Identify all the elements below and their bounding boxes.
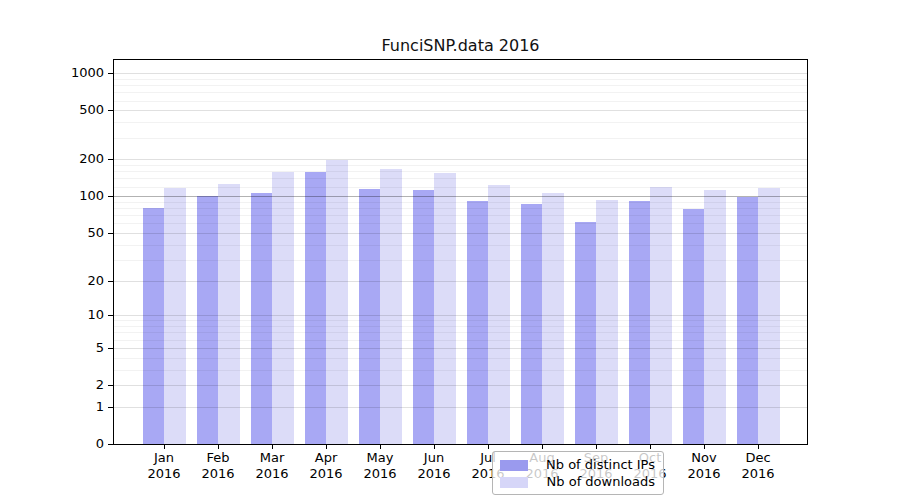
bar-distinct-ips-sep [575, 222, 597, 444]
gridline [114, 110, 807, 111]
bar-distinct-ips-aug [521, 204, 543, 444]
x-tick-label-year: 2016 [296, 466, 356, 482]
y-tick-label: 200 [0, 151, 104, 167]
x-tick-mark [542, 444, 543, 449]
bar-downloads-jun [434, 173, 456, 444]
y-tick-mark [108, 196, 113, 197]
x-tick-label-nov: Nov2016 [674, 450, 734, 482]
y-tick-mark [108, 110, 113, 111]
minor-gridline [114, 79, 807, 80]
bar-downloads-mar [272, 172, 294, 444]
bar-downloads-nov [704, 190, 726, 444]
y-tick-mark [108, 407, 113, 408]
minor-gridline [114, 92, 807, 93]
y-tick-mark [108, 315, 113, 316]
legend-swatch-distinct-ips [500, 460, 528, 471]
legend: Nb of distinct IPs Nb of downloads [492, 451, 664, 495]
bar-downloads-aug [542, 193, 564, 444]
bar-distinct-ips-nov [683, 209, 705, 444]
x-tick-label-year: 2016 [404, 466, 464, 482]
bar-distinct-ips-jan [143, 208, 165, 444]
bar-distinct-ips-dec [737, 197, 759, 444]
minor-gridline [114, 101, 807, 102]
bar-distinct-ips-jul [467, 201, 489, 444]
x-tick-mark [488, 444, 489, 449]
y-tick-label: 5 [0, 340, 104, 356]
x-tick-label-year: 2016 [134, 466, 194, 482]
minor-gridline [114, 178, 807, 179]
y-tick-mark [108, 348, 113, 349]
x-tick-label-jun: Jun2016 [404, 450, 464, 482]
minor-gridline [114, 165, 807, 166]
y-tick-label: 1000 [0, 65, 104, 81]
legend-swatch-downloads [500, 477, 528, 488]
y-tick-label: 50 [0, 225, 104, 241]
bar-downloads-apr [326, 160, 348, 444]
x-tick-label-year: 2016 [242, 466, 302, 482]
legend-item-downloads: Nb of downloads [500, 474, 655, 490]
bar-distinct-ips-mar [251, 193, 273, 444]
minor-gridline [114, 171, 807, 172]
bar-distinct-ips-jun [413, 190, 435, 444]
bar-downloads-jul [488, 185, 510, 444]
gridline [114, 73, 807, 74]
bar-downloads-sep [596, 200, 618, 444]
x-tick-label-dec: Dec2016 [728, 450, 788, 482]
x-tick-mark [596, 444, 597, 449]
y-tick-label: 100 [0, 188, 104, 204]
x-tick-mark [164, 444, 165, 449]
y-tick-label: 0 [0, 436, 104, 452]
x-tick-mark [272, 444, 273, 449]
bar-downloads-may [380, 169, 402, 444]
y-tick-mark [108, 73, 113, 74]
y-tick-label: 1 [0, 399, 104, 415]
bar-downloads-jan [164, 188, 186, 444]
x-tick-label-year: 2016 [188, 466, 248, 482]
y-tick-mark [108, 281, 113, 282]
y-tick-mark [108, 233, 113, 234]
y-tick-label: 10 [0, 307, 104, 323]
minor-gridline [114, 138, 807, 139]
bar-downloads-dec [758, 188, 780, 444]
bar-distinct-ips-feb [197, 196, 219, 444]
x-tick-label-year: 2016 [674, 466, 734, 482]
x-tick-label-jan: Jan2016 [134, 450, 194, 482]
y-tick-mark [108, 444, 113, 445]
x-tick-label-mar: Mar2016 [242, 450, 302, 482]
download-stats-figure: FunciSNP.data 2016 Nb of distinct IPs Nb… [0, 0, 900, 500]
y-tick-mark [108, 159, 113, 160]
minor-gridline [114, 85, 807, 86]
gridline [114, 159, 807, 160]
x-tick-label-apr: Apr2016 [296, 450, 356, 482]
bar-distinct-ips-oct [629, 201, 651, 444]
x-tick-label-may: May2016 [350, 450, 410, 482]
plot-area: Nb of distinct IPs Nb of downloads [113, 59, 808, 445]
x-tick-mark [218, 444, 219, 449]
x-tick-label-year: 2016 [350, 466, 410, 482]
y-tick-label: 500 [0, 102, 104, 118]
bar-downloads-oct [650, 187, 672, 444]
bar-distinct-ips-apr [305, 172, 327, 444]
x-tick-mark [380, 444, 381, 449]
legend-label-downloads: Nb of downloads [538, 474, 655, 490]
bar-distinct-ips-may [359, 189, 381, 444]
x-tick-mark [326, 444, 327, 449]
y-tick-label: 20 [0, 273, 104, 289]
x-tick-mark [758, 444, 759, 449]
x-tick-label-year: 2016 [728, 466, 788, 482]
y-tick-label: 2 [0, 377, 104, 393]
chart-title: FunciSNP.data 2016 [114, 36, 807, 55]
minor-gridline [114, 122, 807, 123]
legend-item-distinct-ips: Nb of distinct IPs [500, 457, 655, 473]
bar-downloads-feb [218, 184, 240, 444]
x-tick-mark [650, 444, 651, 449]
x-tick-mark [434, 444, 435, 449]
y-tick-mark [108, 385, 113, 386]
x-tick-mark [704, 444, 705, 449]
x-tick-label-feb: Feb2016 [188, 450, 248, 482]
legend-label-distinct-ips: Nb of distinct IPs [538, 457, 655, 473]
